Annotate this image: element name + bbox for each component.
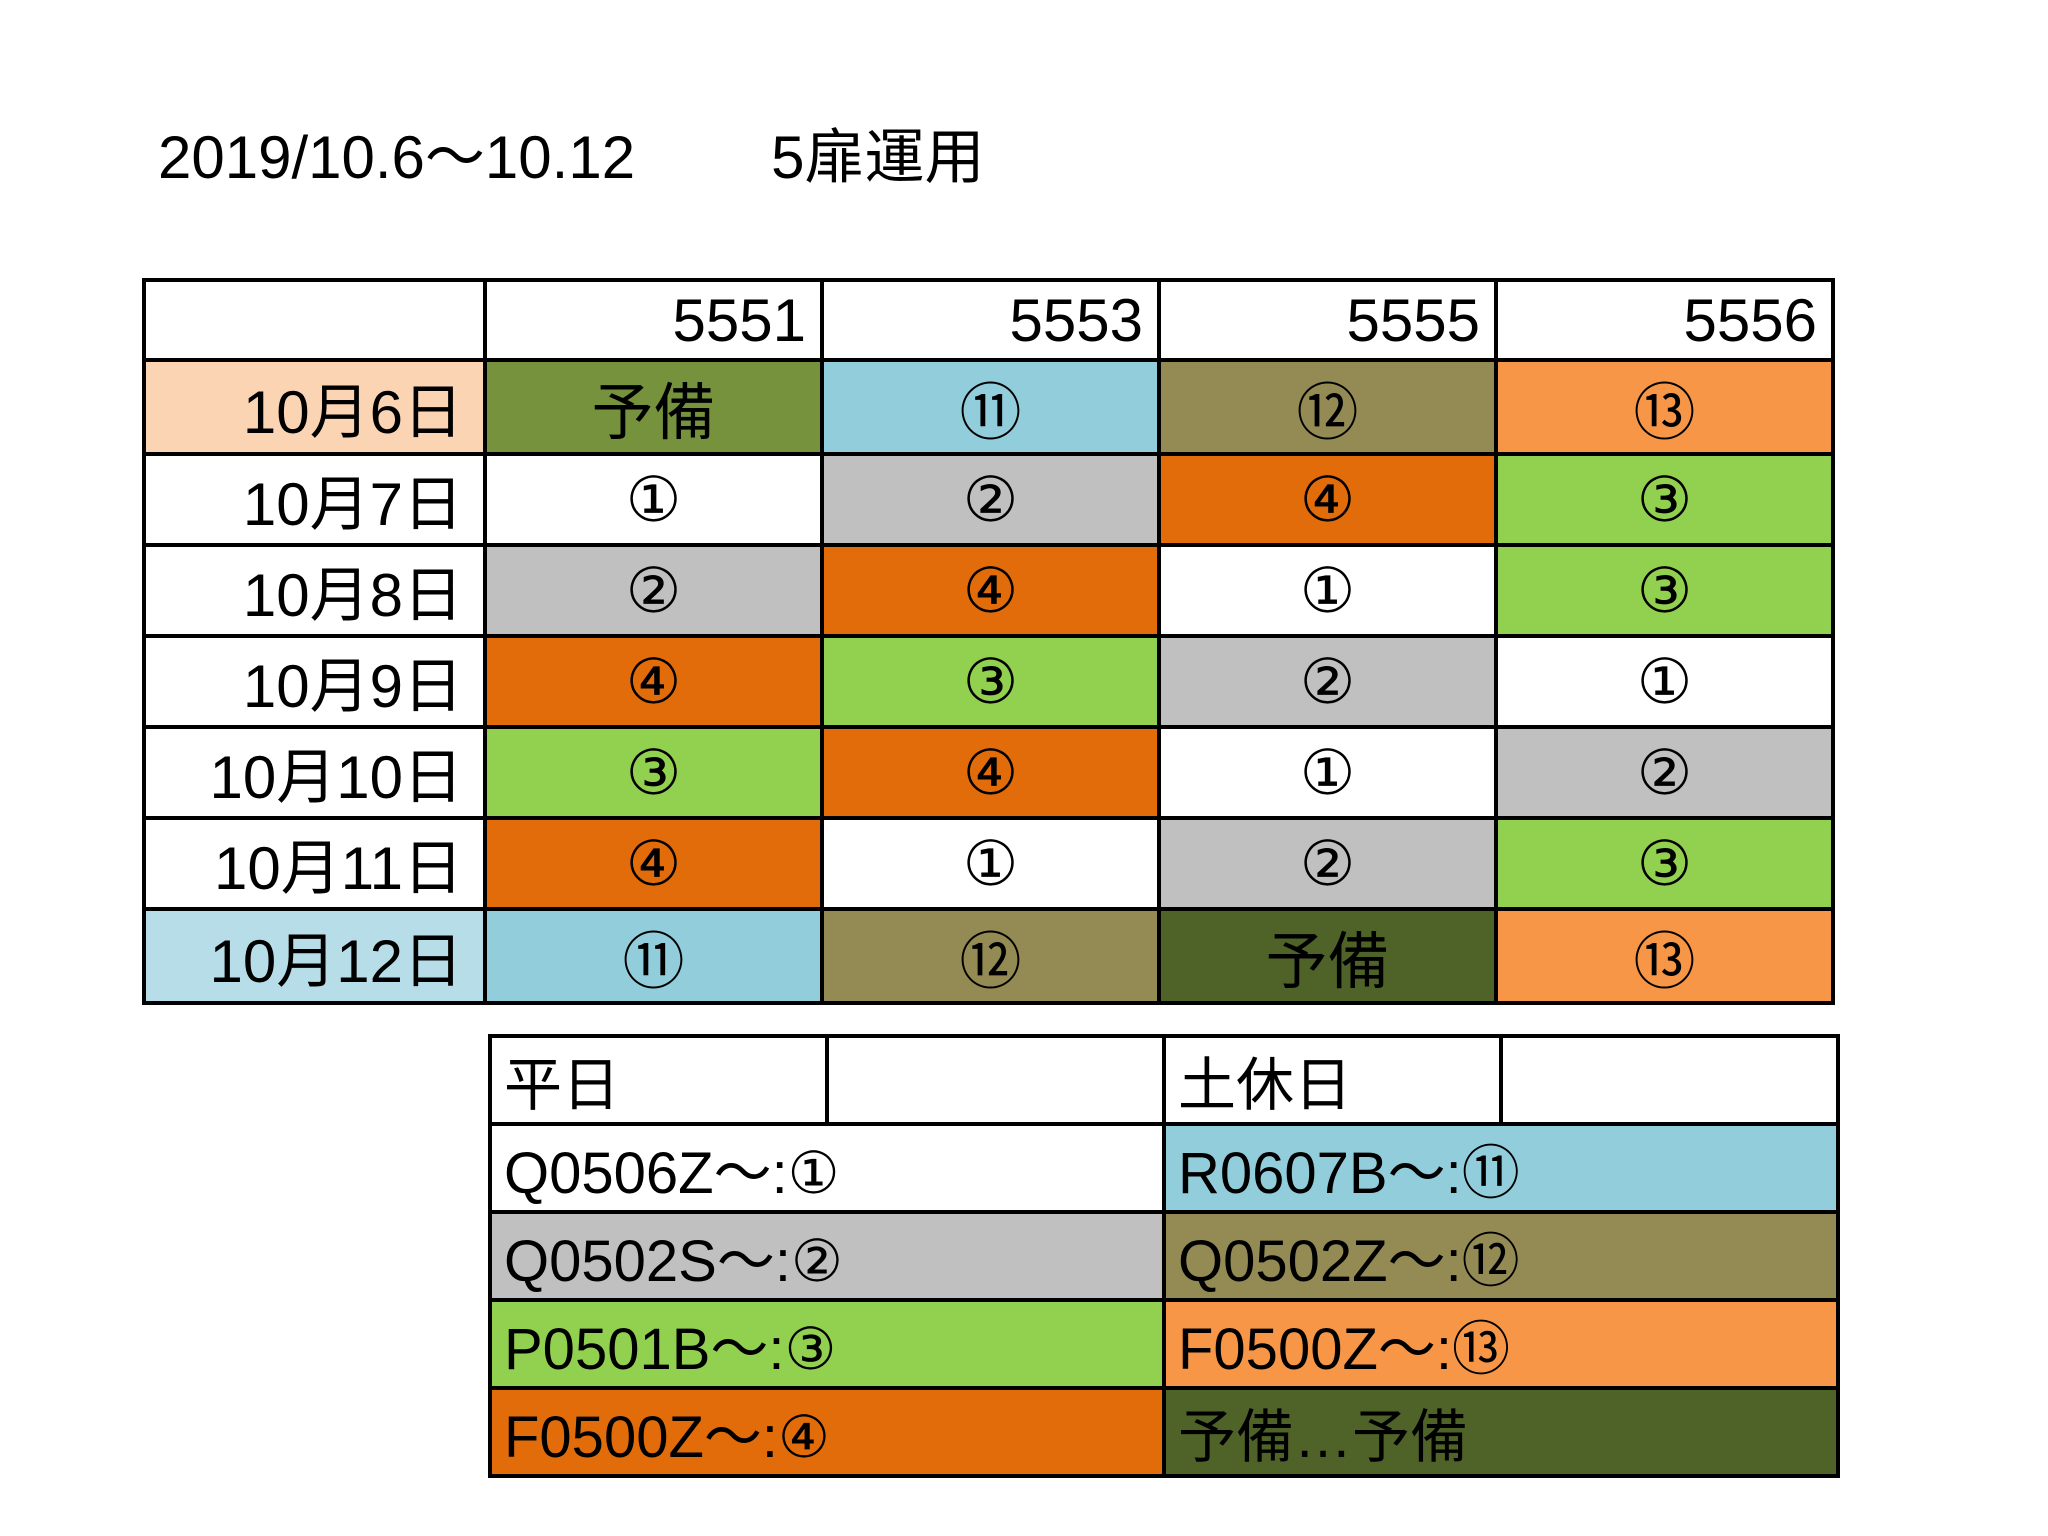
schedule-table: 5551 5553 5555 5556 10月6日 予備 ⑪ ⑫ ⑬ 10月7日 ① ② ④ ③ 1… bbox=[142, 278, 1835, 1005]
legend-row: P0501B～:③ F0500Z～:⑬ bbox=[488, 1298, 1840, 1390]
assignment-cell: ⑫ bbox=[820, 907, 1161, 1005]
schedule-row: 10月7日 ① ② ④ ③ bbox=[142, 452, 1835, 547]
assignment-cell: ③ bbox=[1494, 452, 1835, 547]
assignment-cell: ⑪ bbox=[820, 358, 1161, 456]
empty-cell bbox=[825, 1034, 1166, 1126]
holiday-legend-item: Q0502Z～:⑫ bbox=[1162, 1210, 1840, 1302]
weekday-legend-item: F0500Z～:④ bbox=[488, 1386, 1166, 1478]
legend-header-row: 平日 土休日 bbox=[488, 1034, 1840, 1126]
assignment-cell: ② bbox=[1157, 634, 1498, 729]
assignment-cell: ② bbox=[483, 543, 824, 638]
assignment-cell: ④ bbox=[483, 634, 824, 729]
weekday-header: 平日 bbox=[488, 1034, 829, 1126]
schedule-row: 10月11日 ④ ① ② ③ bbox=[142, 816, 1835, 911]
holiday-header: 土休日 bbox=[1162, 1034, 1503, 1126]
assignment-cell: ① bbox=[1494, 634, 1835, 729]
assignment-cell: ⑬ bbox=[1494, 907, 1835, 1005]
assignment-cell: ④ bbox=[820, 543, 1161, 638]
corner-cell bbox=[142, 278, 487, 362]
weekday-legend-item: P0501B～:③ bbox=[488, 1298, 1166, 1390]
schedule-row: 10月10日 ③ ④ ① ② bbox=[142, 725, 1835, 820]
assignment-cell: ③ bbox=[1494, 543, 1835, 638]
legend-row: Q0502S～:② Q0502Z～:⑫ bbox=[488, 1210, 1840, 1302]
assignment-cell: ④ bbox=[820, 725, 1161, 820]
date-cell: 10月6日 bbox=[142, 358, 487, 456]
column-header: 5555 bbox=[1157, 278, 1498, 362]
assignment-cell: ① bbox=[483, 452, 824, 547]
empty-cell bbox=[1499, 1034, 1840, 1126]
holiday-legend-item: F0500Z～:⑬ bbox=[1162, 1298, 1840, 1390]
title-label: 5扉運用 bbox=[771, 124, 985, 191]
assignment-cell: ③ bbox=[483, 725, 824, 820]
assignment-cell: ② bbox=[820, 452, 1161, 547]
holiday-legend-item: 予備…予備 bbox=[1162, 1386, 1840, 1478]
schedule-header-row: 5551 5553 5555 5556 bbox=[142, 278, 1835, 362]
weekday-legend-item: Q0502S～:② bbox=[488, 1210, 1166, 1302]
column-header: 5553 bbox=[820, 278, 1161, 362]
schedule-row: 10月6日 予備 ⑪ ⑫ ⑬ bbox=[142, 358, 1835, 456]
column-header: 5551 bbox=[483, 278, 824, 362]
schedule-row: 10月8日 ② ④ ① ③ bbox=[142, 543, 1835, 638]
assignment-cell: 予備 bbox=[1157, 907, 1498, 1005]
assignment-cell: ⑪ bbox=[483, 907, 824, 1005]
assignment-cell: ④ bbox=[1157, 452, 1498, 547]
assignment-cell: ③ bbox=[820, 634, 1161, 729]
legend-table: 平日 土休日 Q0506Z～:① R0607B～:⑪ Q0502S～:② Q0502Z… bbox=[488, 1034, 1840, 1478]
legend-row: Q0506Z～:① R0607B～:⑪ bbox=[488, 1122, 1840, 1214]
date-cell: 10月12日 bbox=[142, 907, 487, 1005]
assignment-cell: ① bbox=[1157, 725, 1498, 820]
column-header: 5556 bbox=[1494, 278, 1835, 362]
assignment-cell: 予備 bbox=[483, 358, 824, 456]
weekday-legend-item: Q0506Z～:① bbox=[488, 1122, 1166, 1214]
date-cell: 10月7日 bbox=[142, 452, 487, 547]
date-cell: 10月9日 bbox=[142, 634, 487, 729]
title-period: 2019/10.6～10.12 bbox=[158, 124, 636, 191]
assignment-cell: ④ bbox=[483, 816, 824, 911]
assignment-cell: ② bbox=[1494, 725, 1835, 820]
legend-row: F0500Z～:④ 予備…予備 bbox=[488, 1386, 1840, 1478]
assignment-cell: ⑬ bbox=[1494, 358, 1835, 456]
assignment-cell: ③ bbox=[1494, 816, 1835, 911]
assignment-cell: ① bbox=[1157, 543, 1498, 638]
date-cell: 10月8日 bbox=[142, 543, 487, 638]
assignment-cell: ⑫ bbox=[1157, 358, 1498, 456]
date-cell: 10月11日 bbox=[142, 816, 487, 911]
page-title: 2019/10.6～10.12 5扉運用 bbox=[158, 118, 984, 198]
schedule-row: 10月9日 ④ ③ ② ① bbox=[142, 634, 1835, 729]
holiday-legend-item: R0607B～:⑪ bbox=[1162, 1122, 1840, 1214]
schedule-row: 10月12日 ⑪ ⑫ 予備 ⑬ bbox=[142, 907, 1835, 1005]
assignment-cell: ② bbox=[1157, 816, 1498, 911]
assignment-cell: ① bbox=[820, 816, 1161, 911]
date-cell: 10月10日 bbox=[142, 725, 487, 820]
